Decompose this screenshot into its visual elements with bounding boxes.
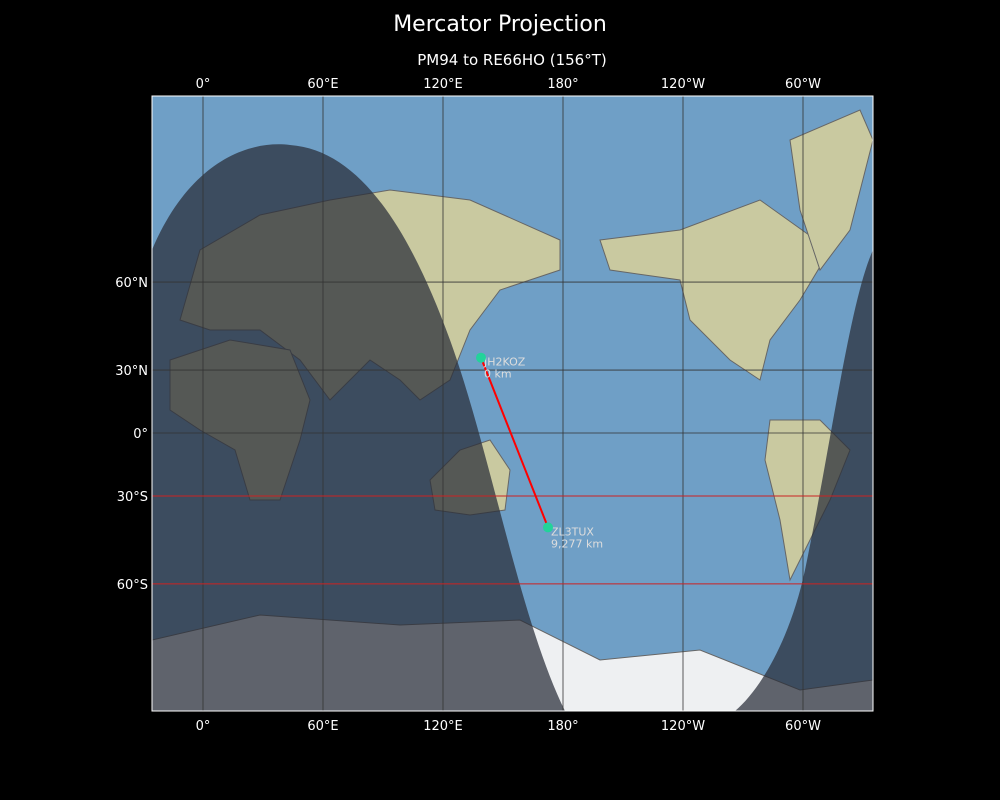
x-tick-label-top: 60°E	[307, 77, 338, 92]
station-callsign: ZL3TUX	[551, 525, 594, 538]
station-callsign: JH2KOZ	[483, 356, 526, 369]
figure-title: Mercator Projection	[393, 12, 607, 37]
x-tick-label-top: 60°W	[785, 77, 821, 92]
x-tick-label-bottom: 0°	[196, 719, 211, 734]
x-tick-label-top: 0°	[196, 77, 211, 92]
y-tick-label: 30°N	[115, 364, 148, 379]
great-circle-path	[480, 357, 549, 528]
night-shade	[152, 144, 873, 711]
x-tick-label-bottom: 180°	[547, 719, 578, 734]
x-tick-label-bottom: 120°E	[423, 719, 463, 734]
y-tick-label: 30°S	[117, 490, 148, 505]
map-subtitle: PM94 to RE66HO (156°T)	[417, 51, 607, 69]
greenland	[789, 109, 873, 272]
north-america	[599, 199, 831, 381]
x-tick-label-top: 120°E	[423, 77, 463, 92]
station-distance: 0 km	[484, 368, 512, 381]
station-distance: 9,277 km	[551, 537, 603, 550]
x-tick-label-bottom: 60°W	[785, 719, 821, 734]
y-tick-label: 0°	[133, 427, 148, 442]
x-tick-label-bottom: 120°W	[661, 719, 705, 734]
station-marker[interactable]	[543, 522, 553, 533]
graticule	[152, 96, 873, 711]
y-tick-label: 60°S	[117, 578, 148, 593]
map-frame	[151, 95, 874, 712]
x-tick-label-bottom: 60°E	[307, 719, 338, 734]
station-marker[interactable]	[476, 352, 486, 363]
x-tick-label-top: 120°W	[661, 77, 705, 92]
x-tick-label-top: 180°	[547, 77, 578, 92]
y-tick-label: 60°N	[115, 276, 148, 291]
